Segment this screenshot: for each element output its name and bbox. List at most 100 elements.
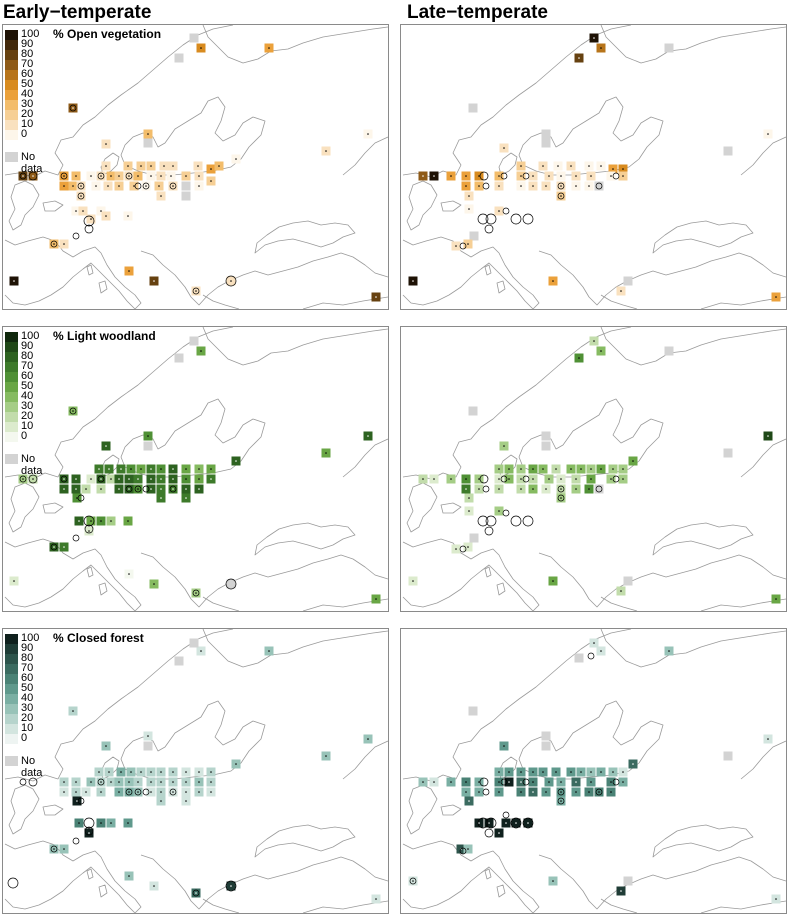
site-dot xyxy=(578,57,580,59)
legend-tick-label: 0 xyxy=(21,128,28,140)
site-dot xyxy=(570,468,572,470)
coastline-4 xyxy=(42,502,64,514)
grid-cell-no-data xyxy=(143,138,153,148)
site-dot xyxy=(195,290,197,292)
coastline-9 xyxy=(342,740,388,780)
coastline-1 xyxy=(600,327,786,366)
site-dot xyxy=(593,37,595,39)
site-ring xyxy=(595,182,603,190)
site-dot xyxy=(560,488,562,490)
legend-swatch xyxy=(5,60,18,70)
site-ring xyxy=(83,817,95,829)
site-ring xyxy=(557,182,565,190)
legend-swatch xyxy=(5,684,18,694)
site-dot xyxy=(105,143,107,145)
site-dot xyxy=(72,410,74,412)
site-dot xyxy=(63,488,65,490)
coastline-11 xyxy=(98,280,108,294)
map-panel-closed-early: 100 90 80 70 60 50 40 30 20 10 0 No data% Closed fo… xyxy=(2,628,389,914)
site-dot xyxy=(610,781,612,783)
site-ring xyxy=(612,778,620,786)
legend-tick-label: 70 xyxy=(21,360,34,372)
site-dot xyxy=(160,791,162,793)
coastline-10 xyxy=(600,294,638,309)
grid-cell-no-data xyxy=(541,741,551,751)
legend-no-data-swatch xyxy=(5,152,18,162)
coastline-7 xyxy=(140,250,388,306)
site-dot xyxy=(560,478,562,480)
legend-swatch xyxy=(5,422,18,432)
site-dot xyxy=(160,781,162,783)
legend-tick-label: 50 xyxy=(21,380,34,392)
site-dot xyxy=(32,175,34,177)
site-dot xyxy=(580,468,582,470)
coastline-8 xyxy=(652,824,754,858)
site-ring xyxy=(72,837,80,845)
coastline-12 xyxy=(484,566,492,578)
site-dot xyxy=(185,488,187,490)
site-dot xyxy=(622,175,624,177)
site-dot xyxy=(160,468,162,470)
site-dot xyxy=(153,280,155,282)
site-dot xyxy=(200,650,202,652)
site-dot xyxy=(140,771,142,773)
legend-no-data-label: No data xyxy=(21,151,43,175)
coastline-8 xyxy=(254,522,356,556)
site-dot xyxy=(108,771,110,773)
coastline-12 xyxy=(86,264,94,276)
site-dot xyxy=(163,165,165,167)
site-dot xyxy=(160,771,162,773)
coastline-11 xyxy=(496,582,506,596)
site-dot xyxy=(198,175,200,177)
site-dot xyxy=(153,885,155,887)
legend-tick-label: 10 xyxy=(21,420,34,432)
site-dot xyxy=(422,478,424,480)
legend-tick-label: 60 xyxy=(21,370,34,382)
site-dot xyxy=(433,478,435,480)
site-dot xyxy=(110,175,112,177)
site-ring xyxy=(477,515,489,527)
site-ring xyxy=(50,240,58,248)
site-ring xyxy=(459,545,467,553)
grid-cell-no-data xyxy=(594,484,604,494)
coastline-5 xyxy=(406,784,438,835)
grid-cell-no-data xyxy=(723,751,733,761)
site-ring xyxy=(482,485,490,493)
legend-swatch xyxy=(5,40,18,50)
grid-cell-no-data xyxy=(623,576,633,586)
site-dot xyxy=(210,781,212,783)
site-dot xyxy=(612,468,614,470)
site-dot xyxy=(375,296,377,298)
site-dot xyxy=(210,468,212,470)
site-dot xyxy=(520,175,522,177)
coastline-12 xyxy=(484,264,492,276)
site-ring xyxy=(482,182,490,190)
site-dot xyxy=(412,280,414,282)
site-dot xyxy=(498,488,500,490)
site-dot xyxy=(150,175,152,177)
site-dot xyxy=(105,215,107,217)
site-dot xyxy=(160,478,162,480)
site-dot xyxy=(172,185,174,187)
legend-swatch xyxy=(5,342,18,352)
coastline-13 xyxy=(302,900,388,913)
site-dot xyxy=(498,175,500,177)
site-dot xyxy=(140,468,142,470)
site-dot xyxy=(468,800,470,802)
site-dot xyxy=(545,791,547,793)
site-dot xyxy=(130,468,132,470)
legend-swatch xyxy=(5,50,18,60)
coastline-6 xyxy=(4,840,142,913)
legend-tick-label: 90 xyxy=(21,38,34,50)
coastline-4 xyxy=(42,200,64,212)
site-ring xyxy=(142,182,150,190)
grid-cell-no-data xyxy=(664,43,674,53)
grid-cell-no-data xyxy=(623,876,633,886)
site-dot xyxy=(198,781,200,783)
site-dot xyxy=(127,165,129,167)
site-dot xyxy=(590,175,592,177)
site-dot xyxy=(137,488,139,490)
legend-swatch xyxy=(5,724,18,734)
site-dot xyxy=(775,296,777,298)
legend-swatch xyxy=(5,402,18,412)
